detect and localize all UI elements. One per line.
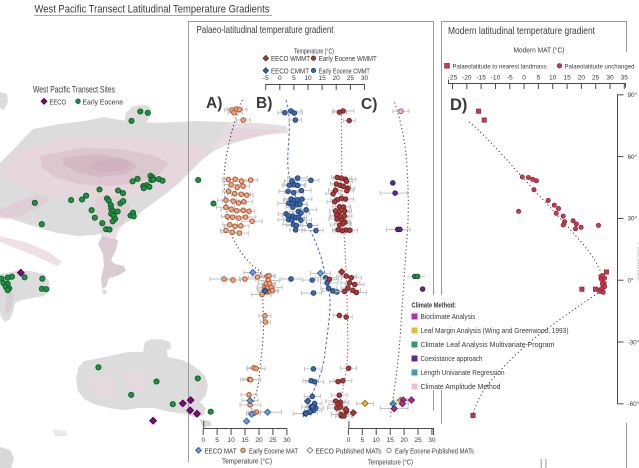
svg-text:EECO MAT: EECO MAT xyxy=(205,446,238,455)
svg-text:0°: 0° xyxy=(628,277,635,285)
svg-text:0: 0 xyxy=(278,75,282,82)
svg-text:Early Eocene CMMT: Early Eocene CMMT xyxy=(319,68,371,75)
svg-text:Palaeolatitude to nearest land: Palaeolatitude to nearest landmass xyxy=(453,64,548,71)
svg-text:5: 5 xyxy=(537,75,541,82)
svg-text:Modern MAT (°C): Modern MAT (°C) xyxy=(514,46,565,54)
svg-text:-10: -10 xyxy=(491,75,501,82)
svg-text:Palaeolatitude: Palaeolatitude xyxy=(636,243,639,282)
svg-text:Early Eocene MAT: Early Eocene MAT xyxy=(249,446,298,455)
svg-text:Temperature (°C): Temperature (°C) xyxy=(368,459,413,467)
svg-text:Early Eocene Published MATs: Early Eocene Published MATs xyxy=(395,446,474,455)
svg-text:15: 15 xyxy=(241,437,249,444)
svg-text:90°: 90° xyxy=(628,91,638,99)
svg-text:10: 10 xyxy=(373,437,381,444)
svg-text:15: 15 xyxy=(387,437,395,444)
svg-text:EECO Published MATs: EECO Published MATs xyxy=(316,446,382,455)
svg-text:Palaeo-latitudinal temperature: Palaeo-latitudinal temperature gradient xyxy=(197,25,334,36)
svg-text:A): A) xyxy=(206,95,222,112)
svg-text:30: 30 xyxy=(283,437,291,444)
svg-text:5: 5 xyxy=(215,437,219,444)
svg-text:25: 25 xyxy=(269,437,277,444)
svg-text:West Pacific Transect Latitudi: West Pacific Transect Latitudinal Temper… xyxy=(35,4,270,16)
svg-text:-60°: -60° xyxy=(628,400,639,408)
svg-text:20: 20 xyxy=(578,75,586,82)
svg-text:30: 30 xyxy=(361,75,369,82)
svg-text:15: 15 xyxy=(563,75,571,82)
svg-text:Early Eocene WMMT: Early Eocene WMMT xyxy=(319,56,378,63)
svg-text:10: 10 xyxy=(227,437,235,444)
svg-text:0: 0 xyxy=(522,75,526,82)
svg-text:Early Eocene: Early Eocene xyxy=(83,97,124,106)
svg-text:B): B) xyxy=(256,95,272,112)
svg-text:-15: -15 xyxy=(476,75,486,82)
svg-text:-30°: -30° xyxy=(628,338,639,346)
svg-text:Climate Method:: Climate Method: xyxy=(412,303,457,310)
svg-text:0: 0 xyxy=(201,437,205,444)
svg-text:EECO: EECO xyxy=(50,97,67,106)
svg-text:5: 5 xyxy=(360,437,364,444)
svg-text:10: 10 xyxy=(304,75,312,82)
svg-text:Palaeolatitude unchanged: Palaeolatitude unchanged xyxy=(565,64,635,71)
svg-text:Temperature (°C): Temperature (°C) xyxy=(222,458,272,466)
svg-text:West Pacific Transect Sites: West Pacific Transect Sites xyxy=(33,85,115,96)
svg-text:Bioclimate Analysis: Bioclimate Analysis xyxy=(421,312,476,321)
svg-text:Leaf Margin Analysis (Wing and: Leaf Margin Analysis (Wing and Greenwood… xyxy=(421,326,569,335)
svg-text:25: 25 xyxy=(347,75,355,82)
svg-text:60°: 60° xyxy=(628,153,638,161)
svg-text:20: 20 xyxy=(333,75,341,82)
svg-text:D): D) xyxy=(450,96,467,114)
svg-text:C): C) xyxy=(361,96,377,113)
svg-text:-5: -5 xyxy=(263,75,269,82)
svg-text:Climate Amplitude Method: Climate Amplitude Method xyxy=(421,382,501,391)
svg-text:Climate Leaf Analysis Multivar: Climate Leaf Analysis Multivariate Progr… xyxy=(421,340,555,349)
svg-text:20: 20 xyxy=(255,437,263,444)
svg-text:EECO CMMT: EECO CMMT xyxy=(271,68,310,75)
svg-text:30°: 30° xyxy=(628,215,638,223)
svg-text:30: 30 xyxy=(428,437,436,444)
svg-text:25: 25 xyxy=(592,75,600,82)
svg-text:Modern latitudinal temperature: Modern latitudinal temperature gradient xyxy=(448,26,595,37)
svg-text:-20: -20 xyxy=(462,75,472,82)
svg-text:10: 10 xyxy=(549,75,557,82)
svg-text:0: 0 xyxy=(347,437,351,444)
svg-text:20: 20 xyxy=(400,437,408,444)
svg-text:25: 25 xyxy=(414,437,422,444)
svg-text:-5: -5 xyxy=(507,75,513,82)
svg-text:Coexistance approach: Coexistance approach xyxy=(421,354,483,363)
svg-text:EECO WMMT: EECO WMMT xyxy=(271,56,311,63)
svg-text:Temperature (°C): Temperature (°C) xyxy=(294,48,334,56)
svg-text:35: 35 xyxy=(621,75,629,82)
svg-text:15: 15 xyxy=(318,75,326,82)
svg-text:30: 30 xyxy=(606,75,614,82)
svg-text:Length Univariate Regression: Length Univariate Regression xyxy=(421,368,505,377)
svg-text:5: 5 xyxy=(292,75,296,82)
svg-text:-25: -25 xyxy=(448,75,458,82)
